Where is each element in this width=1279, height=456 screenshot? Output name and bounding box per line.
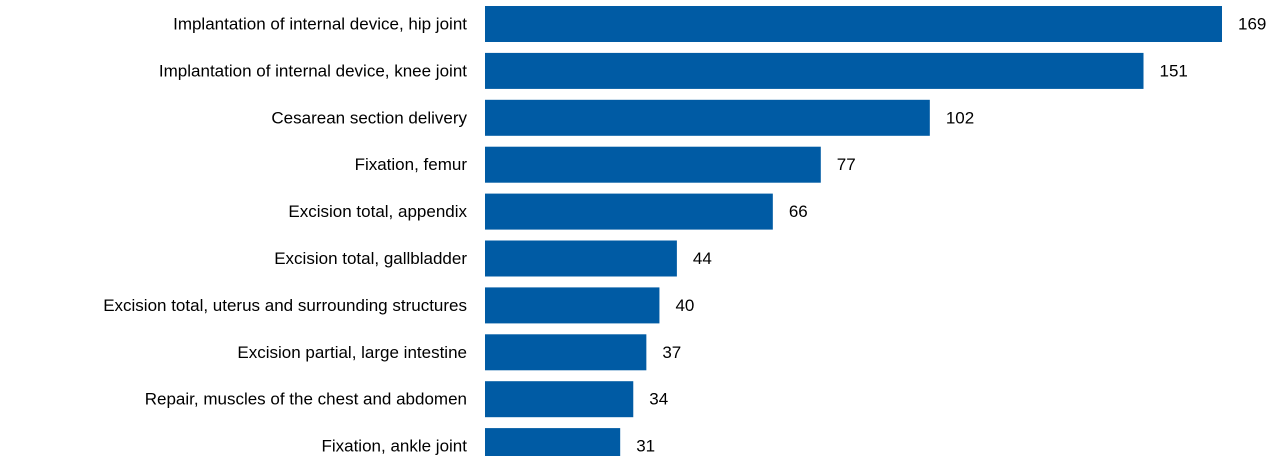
value-label: 44 bbox=[693, 249, 712, 268]
value-label: 102 bbox=[946, 108, 974, 127]
bar bbox=[485, 99, 930, 136]
value-label: 40 bbox=[675, 296, 694, 315]
value-label: 151 bbox=[1160, 61, 1188, 80]
value-label: 66 bbox=[789, 202, 808, 221]
value-label: 169 bbox=[1238, 15, 1266, 34]
value-label: 77 bbox=[837, 155, 856, 174]
category-label: Excision total, appendix bbox=[288, 202, 467, 221]
bar bbox=[485, 381, 634, 418]
category-label: Excision total, uterus and surrounding s… bbox=[103, 296, 467, 315]
category-label: Implantation of internal device, hip joi… bbox=[173, 15, 467, 34]
value-label: 34 bbox=[649, 390, 668, 409]
bar bbox=[485, 287, 660, 324]
value-label: 37 bbox=[662, 343, 681, 362]
value-label: 31 bbox=[636, 437, 655, 456]
category-label: Fixation, ankle joint bbox=[321, 437, 467, 456]
category-label: Fixation, femur bbox=[355, 155, 468, 174]
category-label: Excision total, gallbladder bbox=[274, 249, 467, 268]
bar bbox=[485, 240, 677, 277]
bar bbox=[485, 193, 773, 230]
category-label: Cesarean section delivery bbox=[271, 108, 467, 127]
bar bbox=[485, 146, 821, 183]
category-label: Repair, muscles of the chest and abdomen bbox=[145, 390, 467, 409]
bar bbox=[485, 428, 621, 456]
bar bbox=[485, 6, 1222, 42]
category-label: Implantation of internal device, knee jo… bbox=[159, 61, 467, 80]
bar bbox=[485, 52, 1144, 89]
bar bbox=[485, 334, 647, 371]
bars-group: Implantation of internal device, hip joi… bbox=[103, 6, 1266, 456]
category-label: Excision partial, large intestine bbox=[237, 343, 467, 362]
